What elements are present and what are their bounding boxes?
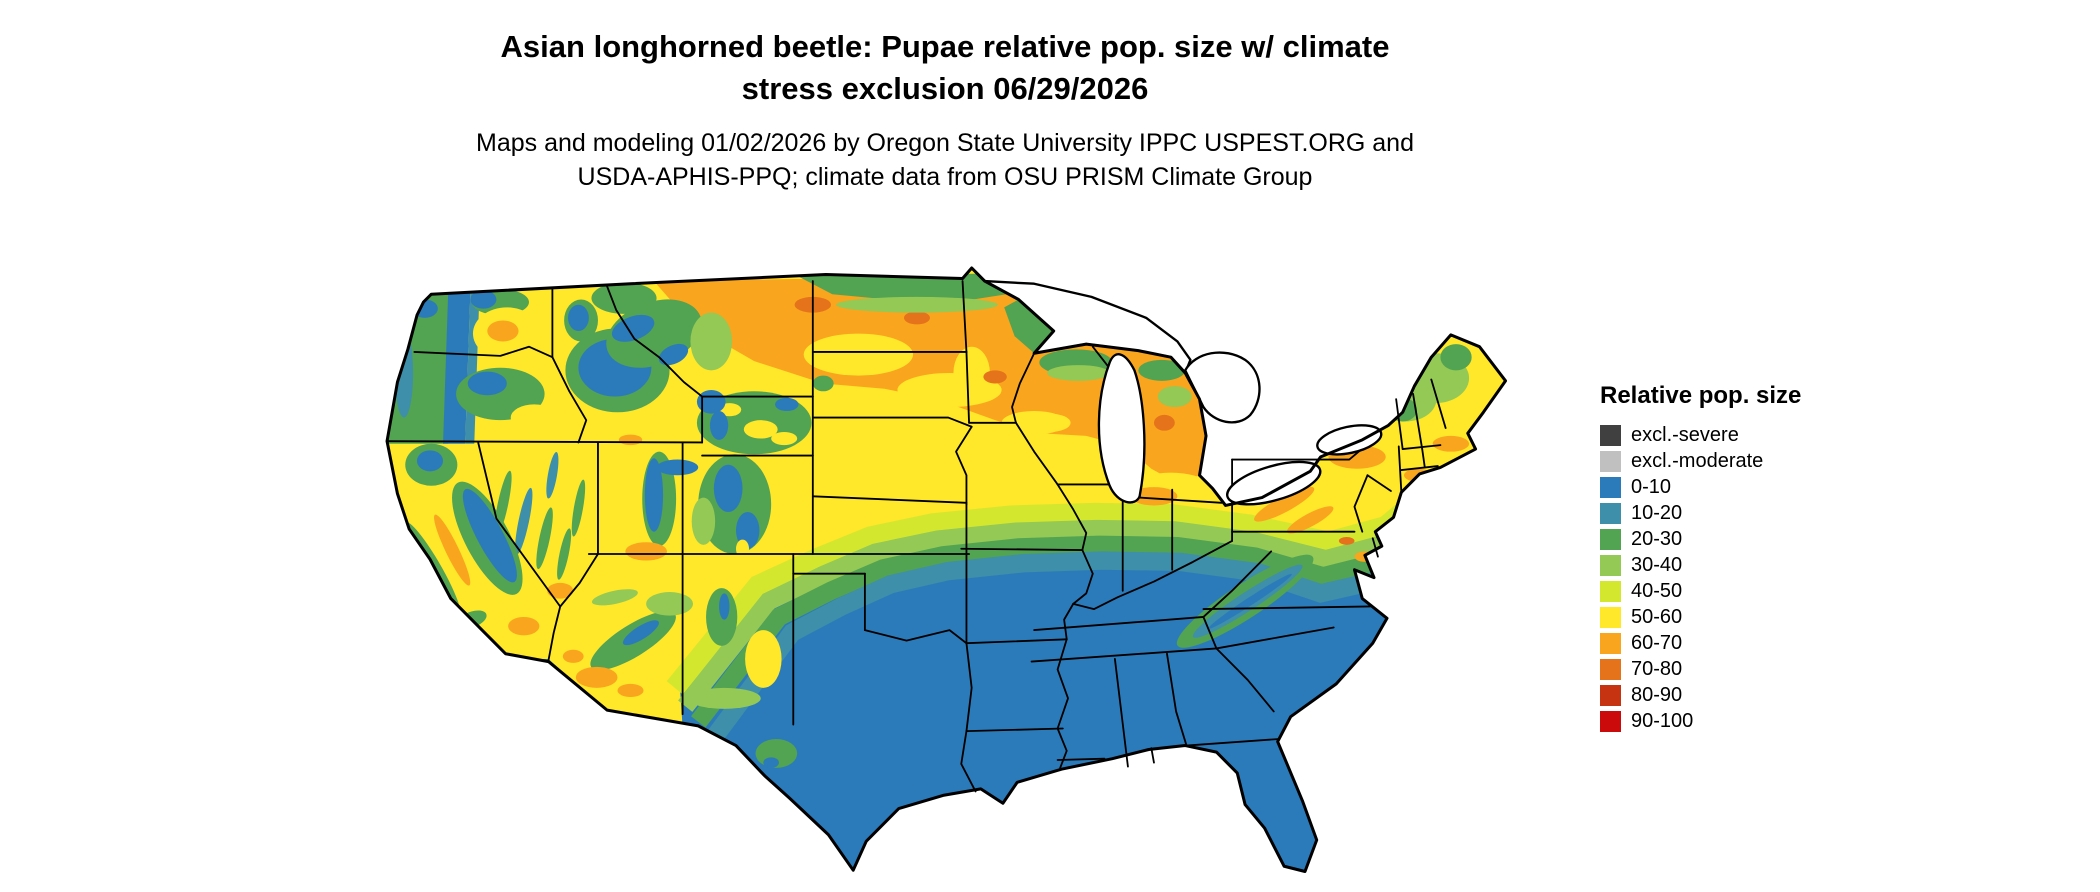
lake-michigan: [1097, 353, 1146, 504]
legend-items: excl.-severe excl.-moderate 0-10 10-20 20-30…: [1600, 422, 1920, 734]
legend-swatch: [1600, 476, 1621, 498]
legend: Relative pop. size excl.-severe excl.-mod…: [1600, 382, 1920, 734]
lake-erie: [1226, 460, 1322, 506]
legend-label: 40-50: [1631, 580, 1683, 602]
legend-swatch: [1600, 424, 1621, 446]
legend-swatch: [1600, 606, 1621, 628]
legend-swatch: [1600, 502, 1621, 524]
legend-swatch: [1600, 580, 1621, 602]
state-boundaries: [386, 280, 1447, 793]
legend-item: 70-80: [1600, 656, 1920, 682]
legend-title: Relative pop. size: [1600, 382, 1802, 409]
legend-item: 20-30: [1600, 526, 1920, 552]
legend-swatch: [1600, 450, 1621, 472]
figure-subtitle-line2: USDA-APHIS-PPQ; climate data from OSU PR…: [577, 163, 1313, 191]
us-outline: [385, 266, 1508, 874]
legend-label: 10-20: [1631, 502, 1683, 524]
legend-item: 80-90: [1600, 682, 1920, 708]
figure-subtitle: Maps and modeling 01/02/2026 by Oregon S…: [0, 126, 1890, 194]
legend-item: 10-20: [1600, 500, 1920, 526]
legend-item: 50-60: [1600, 604, 1920, 630]
legend-swatch: [1600, 528, 1621, 550]
legend-item: 30-40: [1600, 552, 1920, 578]
legend-label: 30-40: [1631, 554, 1683, 576]
legend-label: excl.-severe: [1631, 424, 1739, 446]
figure-title-line1: Asian longhorned beetle: Pupae relative …: [500, 29, 1390, 64]
figure-title-line2: stress exclusion 06/29/2026: [741, 71, 1149, 106]
legend-item: excl.-severe: [1600, 422, 1920, 448]
legend-item: 60-70: [1600, 630, 1920, 656]
legend-swatch: [1600, 710, 1621, 732]
legend-swatch: [1600, 554, 1621, 576]
legend-label: 20-30: [1631, 528, 1683, 550]
figure-subtitle-line1: Maps and modeling 01/02/2026 by Oregon S…: [476, 129, 1414, 157]
legend-swatch: [1600, 658, 1621, 680]
legend-item: 40-50: [1600, 578, 1920, 604]
lake-ontario: [1316, 424, 1383, 456]
legend-label: 0-10: [1631, 476, 1672, 498]
figure-header: Asian longhorned beetle: Pupae relative …: [0, 26, 1890, 194]
us-map-svg: [385, 266, 1508, 874]
legend-swatch: [1600, 632, 1621, 654]
legend-label: 90-100: [1631, 710, 1694, 732]
legend-label: excl.-moderate: [1631, 450, 1764, 472]
legend-label: 60-70: [1631, 632, 1683, 654]
legend-item: 0-10: [1600, 474, 1920, 500]
legend-label: 80-90: [1631, 684, 1683, 706]
legend-item: excl.-moderate: [1600, 448, 1920, 474]
legend-swatch: [1600, 684, 1621, 706]
legend-label: 70-80: [1631, 658, 1683, 680]
us-map: [305, 226, 1555, 882]
legend-label: 50-60: [1631, 606, 1683, 628]
legend-item: 90-100: [1600, 708, 1920, 734]
